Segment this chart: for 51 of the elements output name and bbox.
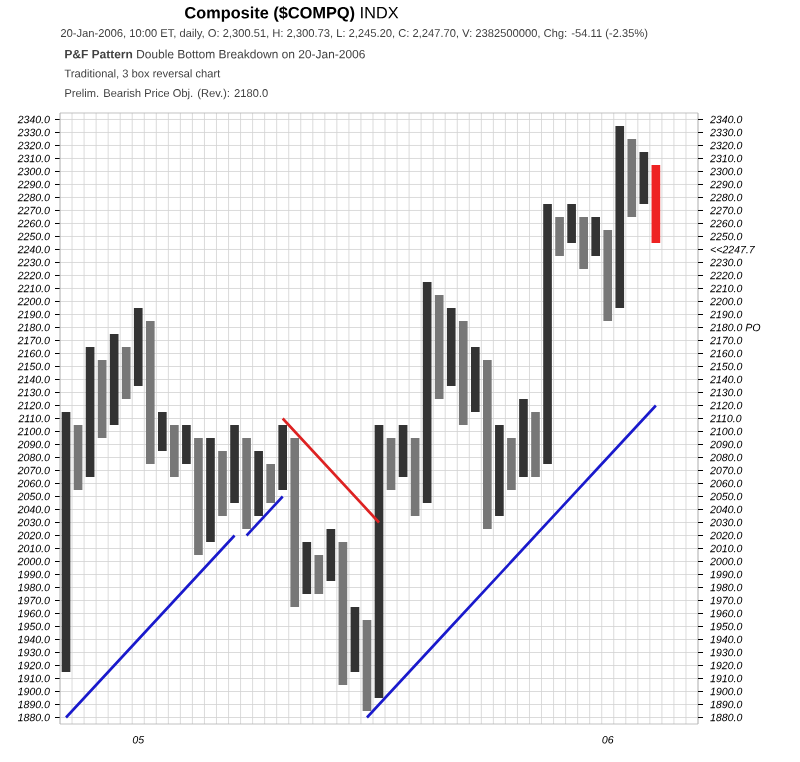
bar: [182, 425, 191, 464]
bar: [230, 425, 239, 503]
bar: [254, 451, 263, 516]
bar: [591, 216, 601, 256]
bar: [61, 412, 71, 672]
bar: [326, 529, 336, 581]
bar: [194, 438, 203, 555]
bar: [615, 125, 625, 308]
bar: [519, 399, 528, 477]
bar: [290, 438, 300, 607]
bar: [627, 138, 637, 217]
bar: [145, 321, 155, 464]
bar: [483, 360, 492, 529]
bar: [350, 607, 360, 672]
bar: [362, 620, 372, 711]
bar: [410, 438, 420, 516]
bar: [651, 164, 661, 243]
bar: [133, 307, 143, 386]
bar: [567, 203, 576, 243]
bar: [531, 412, 540, 477]
bar: [603, 229, 613, 321]
bar: [278, 425, 288, 490]
bar: [422, 281, 432, 503]
bar: [374, 425, 384, 698]
bar: [121, 347, 131, 399]
bar: [206, 438, 215, 542]
bar: [386, 438, 396, 490]
bar: [73, 425, 83, 490]
bar: [579, 216, 588, 269]
bar: [495, 425, 504, 516]
bar: [338, 542, 348, 685]
bar: [458, 321, 468, 425]
bar: [302, 542, 312, 594]
bar: [109, 334, 119, 425]
bar: [507, 438, 516, 490]
bar: [157, 412, 167, 451]
bar: [242, 438, 251, 529]
chart-title: Composite ($COMPQ) INDX: [185, 6, 399, 22]
bar: [97, 360, 107, 438]
bar: [314, 555, 324, 594]
bar: [555, 216, 564, 256]
bar: [446, 307, 456, 386]
bar: [170, 425, 179, 477]
bar: [434, 294, 444, 399]
bar: [398, 425, 408, 477]
bar: [470, 347, 480, 412]
bar: [85, 347, 95, 477]
bar: [266, 464, 275, 503]
bar: [218, 451, 227, 516]
bar: [639, 151, 649, 204]
bar: [543, 203, 552, 464]
